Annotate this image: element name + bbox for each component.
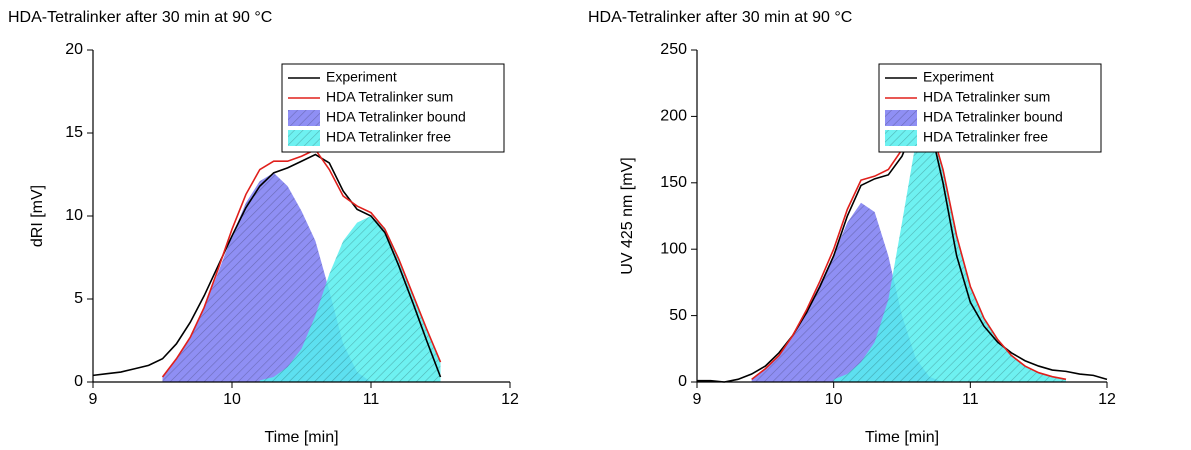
y-tick-label: 15 (65, 124, 83, 141)
y-tick-label: 0 (74, 373, 83, 390)
y-tick-label: 150 (660, 174, 687, 191)
legend: Experiment HDA Tetralinker sum HDA Tetrali… (878, 63, 1102, 153)
legend-hatch (885, 130, 917, 146)
y-tick-label: 10 (65, 207, 83, 224)
x-tick-label: 11 (363, 391, 380, 408)
legend-label: Experiment (326, 69, 397, 85)
x-tick-label: 11 (962, 391, 979, 408)
legend-label: HDA Tetralinker free (326, 129, 451, 145)
legend-label: HDA Tetralinker sum (326, 89, 453, 105)
area-hatch (833, 129, 1066, 382)
legend-hatch (885, 110, 917, 126)
y-tick-label: 5 (74, 290, 83, 307)
legend: Experiment HDA Tetralinker sum HDA Tetrali… (281, 63, 505, 153)
x-tick-label: 12 (501, 391, 519, 408)
chart-panel: HDA-Tetralinker after 30 min at 90 °C Tim… (588, 9, 1116, 446)
y-tick-label: 100 (660, 240, 687, 257)
y-tick-label: 50 (669, 307, 687, 324)
legend-label: Experiment (923, 69, 994, 85)
legend-hatch (288, 110, 320, 126)
y-tick-label: 20 (65, 41, 83, 58)
series-line (697, 122, 1108, 383)
legend-hatch (288, 130, 320, 146)
x-tick-label: 10 (825, 391, 843, 408)
y-tick-label: 200 (660, 108, 687, 125)
y-tick-label: 250 (660, 41, 687, 58)
series-line (92, 153, 442, 378)
y-tick-label: 0 (678, 373, 687, 390)
x-tick-label: 9 (693, 391, 702, 408)
chart-title: HDA-Tetralinker after 30 min at 90 °C (8, 9, 272, 26)
x-axis-label: Time [min] (865, 429, 939, 446)
legend-label: HDA Tetralinker bound (326, 109, 466, 125)
x-tick-label: 9 (89, 391, 98, 408)
legend-label: HDA Tetralinker free (923, 129, 1048, 145)
chart-title: HDA-Tetralinker after 30 min at 90 °C (588, 9, 852, 26)
y-axis-label: UV 425 nm [mV] (619, 157, 636, 274)
x-tick-label: 10 (223, 391, 241, 408)
legend-label: HDA Tetralinker bound (923, 109, 1063, 125)
legend-label: HDA Tetralinker sum (923, 89, 1050, 105)
series-line (161, 148, 442, 378)
y-axis-label: dRI [mV] (29, 185, 46, 247)
x-tick-label: 12 (1098, 391, 1116, 408)
x-axis-label: Time [min] (264, 429, 338, 446)
chart-panel: HDA-Tetralinker after 30 min at 90 °C Tim… (8, 9, 519, 446)
